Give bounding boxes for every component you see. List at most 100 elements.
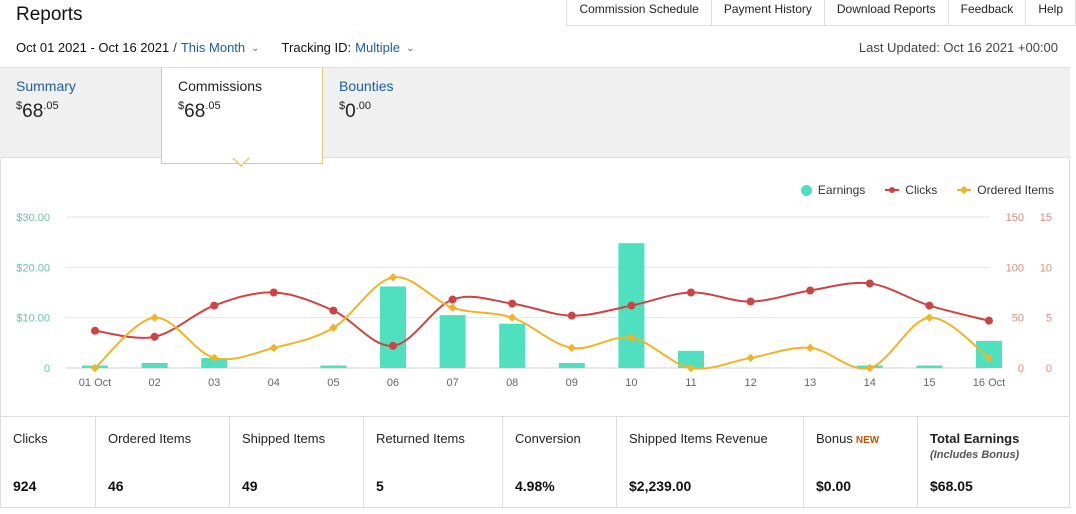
- clicks-point: [329, 306, 338, 315]
- earnings-bar: [320, 365, 347, 368]
- earnings-bar: [916, 365, 943, 368]
- right-axis-clicks-tick: 150: [1006, 212, 1024, 224]
- x-axis-tick: 13: [804, 377, 816, 389]
- ordered-items-point: [507, 313, 517, 322]
- clicks-point: [806, 286, 815, 295]
- ordered-items-point: [90, 363, 100, 373]
- clicks-point: [925, 301, 934, 310]
- last-updated: Last Updated: Oct 16 2021 +00:00: [858, 40, 1058, 55]
- x-axis-tick: 06: [387, 377, 399, 389]
- clicks-point: [150, 332, 159, 341]
- ordered-items-point: [329, 323, 338, 332]
- ordered-items-point: [805, 343, 815, 353]
- clicks-point: [985, 316, 993, 325]
- legend-earnings-swatch: [800, 184, 812, 196]
- left-axis-tick: $10.00: [16, 313, 50, 325]
- payment-history-button[interactable]: Payment History: [710, 0, 824, 26]
- ordered-items-line: [94, 276, 990, 370]
- clicks-point: [508, 299, 517, 308]
- ordered-items-point: [269, 343, 279, 353]
- x-axis-tick: 05: [327, 377, 339, 389]
- x-axis-tick: 16 Oct: [973, 377, 1005, 389]
- tracking-id-dropdown[interactable]: Multiple: [355, 40, 400, 55]
- help-button[interactable]: Help: [1025, 0, 1076, 26]
- earnings-bar: [201, 357, 228, 368]
- tab-summary-label: Summary: [16, 78, 76, 94]
- x-axis-tick: 02: [148, 377, 160, 389]
- tab-commissions[interactable]: Commissions $68.05: [161, 68, 323, 164]
- right-axis-clicks-tick: 0: [1018, 363, 1024, 375]
- stat-total-earnings: Total Earnings (Includes Bonus) $68.05: [918, 417, 1069, 507]
- legend-earnings[interactable]: Earnings: [800, 183, 865, 197]
- ordered-items-point: [209, 353, 219, 363]
- left-axis-tick: $30.00: [16, 212, 50, 224]
- total-earnings-note: (Includes Bonus): [930, 449, 1020, 461]
- x-axis-tick: 07: [446, 377, 458, 389]
- ordered-items-point: [448, 303, 457, 312]
- stat-clicks: Clicks 924: [1, 417, 96, 507]
- clicks-point: [210, 301, 219, 310]
- x-axis-tick: 11: [685, 377, 696, 389]
- x-axis-tick: 01 Oct: [79, 377, 111, 389]
- right-axis-items-tick: 15: [1040, 212, 1052, 224]
- tab-summary[interactable]: Summary $68.05: [0, 68, 162, 159]
- ordered-items-point: [388, 273, 398, 282]
- right-axis-clicks-tick: 100: [1006, 262, 1024, 274]
- tab-bounties-label: Bounties: [339, 78, 394, 94]
- right-axis-items-tick: 0: [1046, 363, 1052, 375]
- right-axis-items-tick: 10: [1040, 262, 1052, 274]
- clicks-line: [94, 281, 990, 347]
- earnings-bar: [499, 323, 526, 368]
- clicks-point: [91, 326, 99, 335]
- stats-bar: Clicks 924 Ordered Items 46 Shipped Item…: [0, 416, 1070, 508]
- clicks-point: [687, 288, 695, 297]
- clicks-point: [746, 297, 755, 306]
- chevron-down-icon[interactable]: ⌄: [251, 43, 260, 54]
- period-dropdown[interactable]: This Month: [180, 40, 246, 55]
- x-axis-tick: 03: [208, 377, 220, 389]
- stat-conversion: Conversion 4.98%: [503, 417, 617, 507]
- earnings-bar: [558, 362, 585, 368]
- earnings-bar: [380, 286, 406, 368]
- ordered-items-point: [686, 363, 696, 373]
- legend-clicks-swatch: [885, 185, 900, 195]
- ordered-items-point: [150, 313, 159, 322]
- chevron-down-icon[interactable]: ⌄: [405, 43, 415, 54]
- tab-commissions-label: Commissions: [178, 78, 263, 94]
- legend-ordered-items[interactable]: Ordered Items: [957, 183, 1054, 197]
- stat-bonus: Bonus NEW $0.00: [804, 417, 918, 507]
- clicks-point: [865, 279, 874, 288]
- ordered-items-point: [567, 343, 577, 353]
- earnings-bar: [678, 350, 704, 368]
- earnings-bar: [439, 315, 466, 368]
- stat-shipped-items: Shipped Items 49: [230, 417, 364, 507]
- tab-pointer: [232, 157, 250, 167]
- x-axis-tick: 08: [506, 377, 518, 389]
- commission-schedule-button[interactable]: Commission Schedule: [566, 0, 711, 26]
- report-filters: Oct 01 2021 - Oct 16 2021 / This Month ⌄…: [16, 40, 414, 55]
- download-reports-button[interactable]: Download Reports: [823, 0, 948, 26]
- x-axis-tick: 09: [566, 377, 578, 389]
- new-badge: NEW: [855, 435, 880, 446]
- top-nav: Commission Schedule Payment History Down…: [566, 0, 1076, 26]
- ordered-items-point: [925, 313, 934, 322]
- clicks-point: [448, 295, 457, 304]
- feedback-button[interactable]: Feedback: [947, 0, 1026, 26]
- left-axis-tick: 0: [44, 363, 50, 375]
- legend-ordered-swatch: [957, 185, 972, 195]
- x-axis-tick: 14: [864, 377, 876, 389]
- legend-clicks[interactable]: Clicks: [885, 183, 937, 197]
- clicks-point: [389, 341, 397, 350]
- stat-shipped-revenue: Shipped Items Revenue $2,239.00: [617, 417, 804, 507]
- summary-amount: $68.05: [16, 100, 59, 122]
- right-axis-clicks-tick: 50: [1012, 313, 1024, 325]
- ordered-items-point: [746, 353, 755, 363]
- date-separator: /: [173, 40, 177, 55]
- earnings-bar: [141, 362, 168, 368]
- tab-bounties[interactable]: Bounties $0.00: [323, 68, 483, 159]
- ordered-items-point: [865, 363, 875, 373]
- bounties-amount: $0.00: [339, 100, 371, 122]
- page-title: Reports: [16, 4, 83, 25]
- clicks-point: [567, 311, 576, 320]
